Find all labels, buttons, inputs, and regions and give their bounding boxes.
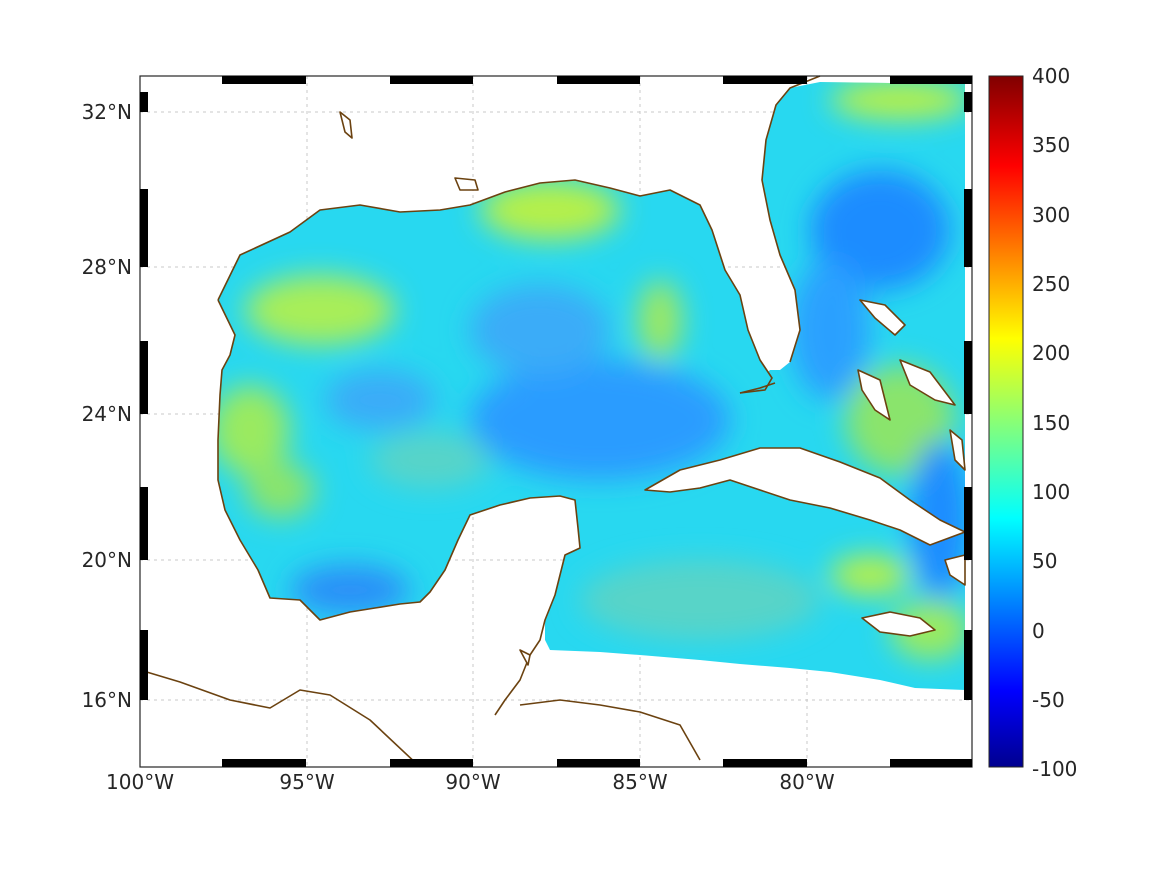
lon-label-80: 80°W [779,770,834,794]
lat-label-32: 32°N [82,100,132,124]
lon-label-100: 100°W [106,770,174,794]
colorbar-tick-0: 0 [1032,619,1045,643]
coastlines [139,75,966,768]
map-frame [139,75,973,768]
lat-label-28: 28°N [82,255,132,279]
colorbar-tick-350: 350 [1032,133,1070,157]
lon-label-90: 90°W [445,770,500,794]
colorbar-tick-250: 250 [1032,272,1070,296]
colorbar-tick-300: 300 [1032,203,1070,227]
colorbar-tick-neg50: -50 [1032,688,1065,712]
lat-label-24: 24°N [82,402,132,426]
lon-label-95: 95°W [279,770,334,794]
frame-scale-bars [140,76,972,767]
lat-label-16: 16°N [82,688,132,712]
colorbar-tick-100: 100 [1032,480,1070,504]
colorbar-gradient [988,75,1024,768]
colorbar-tick-neg100: -100 [1032,757,1077,781]
colorbar-tick-200: 200 [1032,341,1070,365]
lat-labels: 32°N 28°N 24°N 20°N 16°N [82,100,132,712]
lon-labels: 100°W 95°W 90°W 85°W 80°W [106,770,835,794]
colorbar: 400 350 300 250 200 150 100 50 0 -50 -10… [988,64,1077,781]
lat-label-20: 20°N [82,548,132,572]
lon-label-85: 85°W [612,770,667,794]
colorbar-tick-50: 50 [1032,549,1057,573]
colorbar-tick-150: 150 [1032,411,1070,435]
colorbar-ticks: 400 350 300 250 200 150 100 50 0 -50 -10… [1032,64,1077,781]
colorbar-tick-400: 400 [1032,64,1070,88]
